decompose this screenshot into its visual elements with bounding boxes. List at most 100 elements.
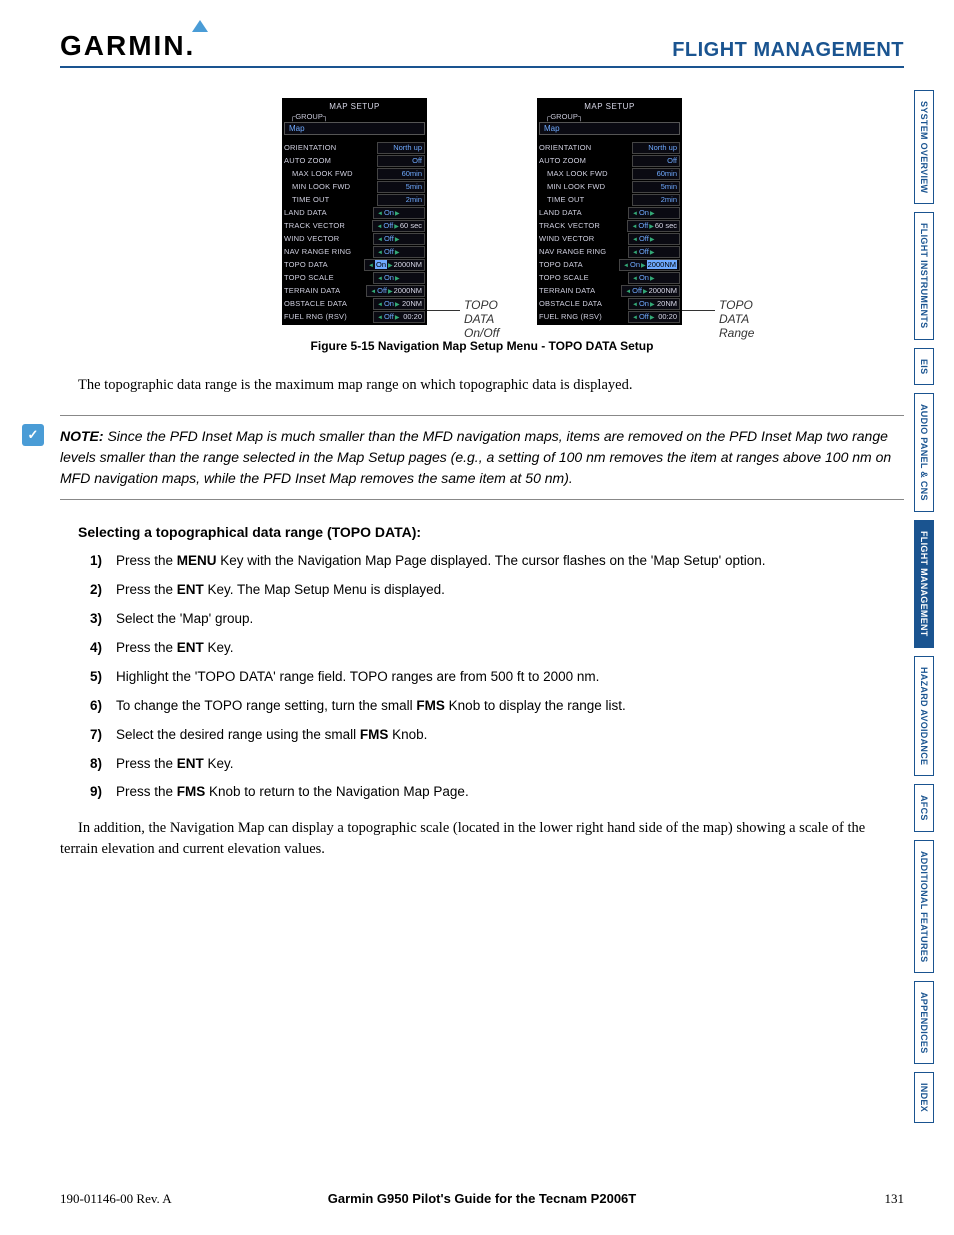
step-item: 2)Press the ENT Key. The Map Setup Menu … xyxy=(90,581,904,600)
footer-docnum: 190-01146-00 Rev. A xyxy=(60,1191,172,1207)
map-setup-panel-right: MAP SETUP┌GROUP┐MapORIENTATIONNorth upAU… xyxy=(537,98,682,325)
setup-label: MIN LOOK FWD xyxy=(284,182,350,191)
setup-row: TOPO DATA ◄On▶2000NM xyxy=(284,258,425,271)
setup-value: ◄Off▶00:20 xyxy=(628,311,680,323)
panel-title: MAP SETUP xyxy=(539,100,680,112)
panel-group-value: Map xyxy=(284,122,425,135)
setup-row: AUTO ZOOM Off xyxy=(539,154,680,167)
step-item: 7)Select the desired range using the sma… xyxy=(90,726,904,745)
side-tab[interactable]: INDEX xyxy=(914,1072,934,1123)
setup-value: 2min xyxy=(377,194,425,206)
setup-value: North up xyxy=(632,142,680,154)
setup-label: ORIENTATION xyxy=(539,143,591,152)
side-tab[interactable]: AFCS xyxy=(914,784,934,832)
setup-value: ◄Off▶ xyxy=(373,233,425,245)
side-tab[interactable]: EIS xyxy=(914,348,934,385)
setup-label: TIME OUT xyxy=(284,195,329,204)
setup-value: Off xyxy=(632,155,680,167)
setup-label: TOPO SCALE xyxy=(539,273,589,282)
page-header: GARMIN. FLIGHT MANAGEMENT xyxy=(60,30,904,68)
procedure-heading: Selecting a topographical data range (TO… xyxy=(78,524,904,540)
setup-value: 5min xyxy=(377,181,425,193)
logo-text: GARMIN xyxy=(60,30,186,61)
side-tab[interactable]: FLIGHT MANAGEMENT xyxy=(914,520,934,648)
setup-label: TRACK VECTOR xyxy=(539,221,600,230)
setup-row: TIME OUT2min xyxy=(539,193,680,206)
setup-label: OBSTACLE DATA xyxy=(284,299,347,308)
page-footer: 190-01146-00 Rev. A Garmin G950 Pilot's … xyxy=(60,1191,904,1207)
footer-title: Garmin G950 Pilot's Guide for the Tecnam… xyxy=(328,1191,636,1206)
setup-row: TRACK VECTOR◄Off▶60 sec xyxy=(284,219,425,232)
setup-row: TERRAIN DATA ◄Off▶2000NM xyxy=(539,284,680,297)
setup-label: ORIENTATION xyxy=(284,143,336,152)
setup-value: 2min xyxy=(632,194,680,206)
side-tab[interactable]: SYSTEM OVERVIEW xyxy=(914,90,934,204)
figure-caption: Figure 5-15 Navigation Map Setup Menu - … xyxy=(60,339,904,353)
paragraph-closing: In addition, the Navigation Map can disp… xyxy=(60,818,904,859)
note-block: ✓ NOTE: Since the PFD Inset Map is much … xyxy=(60,415,904,500)
setup-label: TERRAIN DATA xyxy=(539,286,595,295)
side-tab[interactable]: AUDIO PANEL & CNS xyxy=(914,393,934,512)
setup-label: TOPO DATA xyxy=(284,260,328,269)
setup-row: TOPO SCALE◄On▶ xyxy=(284,271,425,284)
setup-value: ◄Off▶2000NM xyxy=(621,285,680,297)
setup-row: ORIENTATIONNorth up xyxy=(284,141,425,154)
setup-label: WIND VECTOR xyxy=(284,234,339,243)
setup-label: MAX LOOK FWD xyxy=(284,169,353,178)
setup-label: FUEL RNG (RSV) xyxy=(284,312,347,321)
setup-label: MAX LOOK FWD xyxy=(539,169,608,178)
setup-value: 60min xyxy=(377,168,425,180)
setup-value: ◄Off▶ xyxy=(373,246,425,258)
side-tab[interactable]: ADDITIONAL FEATURES xyxy=(914,840,934,973)
setup-label: AUTO ZOOM xyxy=(284,156,331,165)
setup-label: AUTO ZOOM xyxy=(539,156,586,165)
side-tab[interactable]: APPENDICES xyxy=(914,981,934,1065)
setup-value: ◄Off▶00:20 xyxy=(373,311,425,323)
setup-value: ◄On▶2000NM xyxy=(364,259,425,271)
step-item: 8)Press the ENT Key. xyxy=(90,755,904,774)
steps-list: 1)Press the MENU Key with the Navigation… xyxy=(90,552,904,802)
step-item: 9)Press the FMS Knob to return to the Na… xyxy=(90,783,904,802)
panel-title: MAP SETUP xyxy=(284,100,425,112)
paragraph-intro: The topographic data range is the maximu… xyxy=(60,375,904,395)
setup-row: TOPO DATA ◄On▶2000NM xyxy=(539,258,680,271)
note-body: Since the PFD Inset Map is much smaller … xyxy=(60,428,891,486)
setup-row: MAX LOOK FWD 60min xyxy=(284,167,425,180)
logo-triangle-icon xyxy=(192,20,208,32)
garmin-logo: GARMIN. xyxy=(60,30,195,62)
setup-row: MAX LOOK FWD60min xyxy=(539,167,680,180)
setup-row: MIN LOOK FWD 5min xyxy=(284,180,425,193)
setup-value: ◄On▶2000NM xyxy=(619,259,680,271)
side-tab[interactable]: HAZARD AVOIDANCE xyxy=(914,656,934,776)
setup-row: TIME OUT 2min xyxy=(284,193,425,206)
setup-row: ORIENTATION North up xyxy=(539,141,680,154)
setup-value: ◄On▶ xyxy=(373,207,425,219)
setup-label: WIND VECTOR xyxy=(539,234,594,243)
figure-area: MAP SETUP┌GROUP┐MapORIENTATIONNorth upAU… xyxy=(60,98,904,325)
footer-pagenum: 131 xyxy=(885,1191,905,1207)
setup-label: LAND DATA xyxy=(539,208,582,217)
setup-row: NAV RANGE RING ◄Off▶ xyxy=(284,245,425,258)
setup-row: WIND VECTOR◄Off▶ xyxy=(539,232,680,245)
setup-row: WIND VECTOR ◄Off▶ xyxy=(284,232,425,245)
setup-row: LAND DATA◄On▶ xyxy=(284,206,425,219)
setup-row: OBSTACLE DATA◄On▶20NM xyxy=(539,297,680,310)
side-tab[interactable]: FLIGHT INSTRUMENTS xyxy=(914,212,934,339)
setup-value: ◄On▶20NM xyxy=(628,298,680,310)
panel-group-value: Map xyxy=(539,122,680,135)
setup-label: NAV RANGE RING xyxy=(539,247,606,256)
setup-label: TRACK VECTOR xyxy=(284,221,345,230)
setup-value: Off xyxy=(377,155,425,167)
setup-row: NAV RANGE RING◄Off▶ xyxy=(539,245,680,258)
setup-value: ◄On▶ xyxy=(628,272,680,284)
setup-row: LAND DATA◄On▶ xyxy=(539,206,680,219)
note-icon: ✓ xyxy=(22,424,44,446)
step-item: 1)Press the MENU Key with the Navigation… xyxy=(90,552,904,571)
setup-label: TOPO DATA xyxy=(539,260,583,269)
setup-label: TERRAIN DATA xyxy=(284,286,340,295)
setup-label: MIN LOOK FWD xyxy=(539,182,605,191)
setup-label: NAV RANGE RING xyxy=(284,247,351,256)
section-title: FLIGHT MANAGEMENT xyxy=(672,39,904,62)
setup-value: ◄On▶20NM xyxy=(373,298,425,310)
note-label: NOTE: xyxy=(60,428,104,444)
